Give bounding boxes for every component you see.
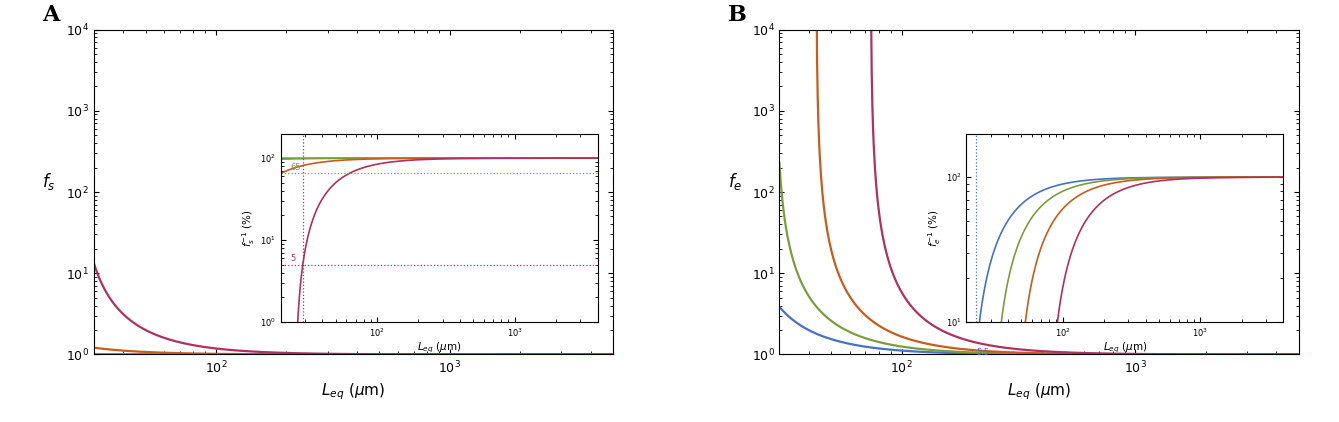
Y-axis label: $f_e$: $f_e$ (727, 171, 742, 192)
X-axis label: $L_{eq}$ ($\mu$m): $L_{eq}$ ($\mu$m) (321, 381, 386, 402)
Text: B: B (727, 3, 746, 26)
X-axis label: $L_{eq}$ ($\mu$m): $L_{eq}$ ($\mu$m) (1007, 381, 1071, 402)
Text: A: A (42, 3, 59, 26)
Y-axis label: $f_s$: $f_s$ (43, 171, 56, 192)
